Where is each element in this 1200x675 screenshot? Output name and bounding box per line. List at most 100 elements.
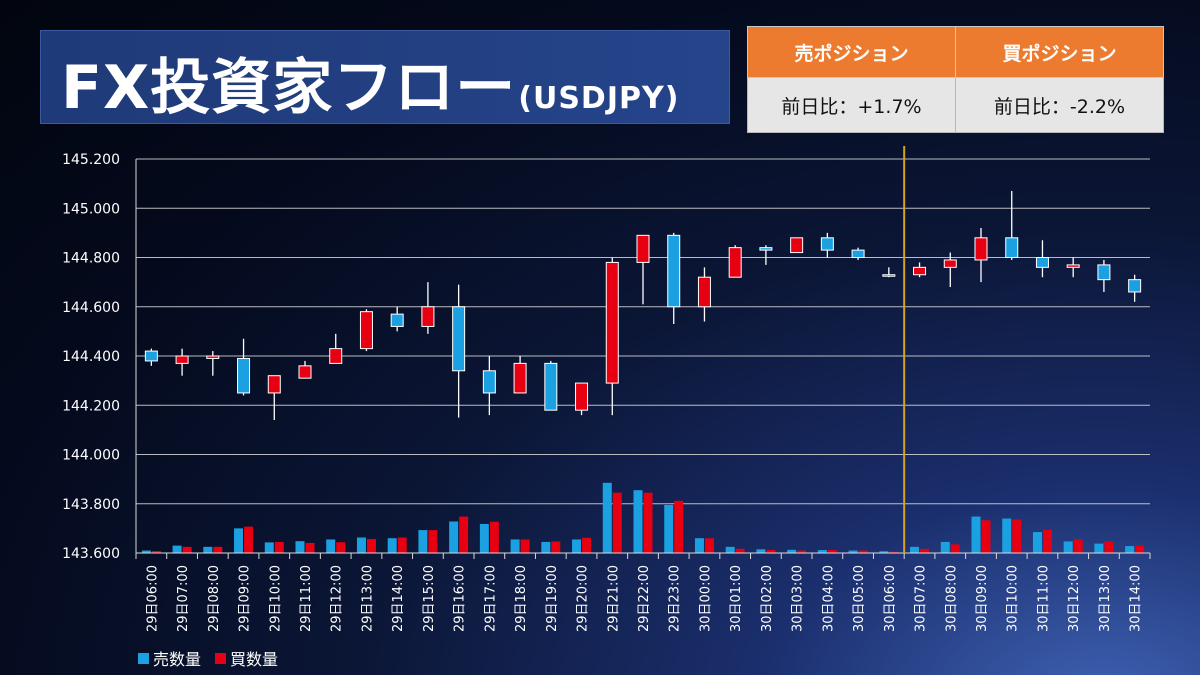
buy-volume-bar	[1104, 541, 1114, 553]
legend-item-sell: 売数量	[138, 646, 201, 670]
candle-body	[790, 237, 804, 254]
x-tick-label: 29日22:00	[637, 565, 652, 632]
candle-body	[390, 313, 404, 327]
buy-volume-bar	[735, 548, 745, 553]
sell-volume-bar	[725, 546, 735, 553]
candle-body	[359, 311, 373, 350]
legend-label-buy: 買数量	[230, 650, 279, 669]
buy-volume-bar	[766, 550, 776, 553]
x-tick-label: 30日10:00	[1006, 565, 1021, 632]
sell-position-change: 前日比：+1.7%	[747, 77, 956, 133]
sell-volume-bar	[541, 541, 551, 553]
x-tick-label: 30日14:00	[1129, 565, 1144, 632]
candle-body	[144, 350, 158, 362]
candle-body	[636, 234, 650, 263]
candle-body	[820, 237, 834, 251]
candle-body	[1066, 264, 1080, 268]
sell-volume-bar	[756, 549, 766, 553]
x-tick-label: 30日01:00	[729, 565, 744, 632]
title-banner: FX投資家フロー(USDJPY)	[40, 30, 730, 124]
y-tick-label: 144.000	[62, 448, 120, 464]
buy-volume-bar	[981, 520, 991, 553]
sell-volume-bar	[1094, 543, 1104, 553]
candle-body	[1035, 257, 1049, 268]
x-tick-label: 30日04:00	[821, 565, 836, 632]
buy-volume-bar	[520, 539, 530, 553]
x-tick-label: 29日23:00	[668, 565, 683, 632]
position-summary-table: 売ポジション 買ポジション 前日比：+1.7% 前日比：-2.2%	[747, 26, 1164, 133]
buy-volume-bar	[428, 530, 438, 553]
buy-volume-bar	[674, 500, 684, 553]
candle-body	[513, 362, 527, 394]
x-tick-label: 29日08:00	[207, 565, 222, 632]
sell-volume-bar	[141, 550, 151, 553]
sell-volume-bar	[326, 539, 336, 553]
sell-volume-bar	[910, 546, 920, 553]
candle-body	[667, 234, 681, 308]
x-tick-label: 29日18:00	[514, 565, 529, 632]
sell-volume-bar	[203, 546, 213, 553]
candle-body	[575, 382, 589, 411]
y-tick-label: 143.600	[62, 546, 120, 562]
x-tick-label: 29日11:00	[299, 565, 314, 632]
candle-body	[1005, 237, 1019, 259]
legend-label-sell: 売数量	[153, 650, 202, 669]
buy-volume-bar	[889, 551, 899, 553]
x-tick-label: 29日16:00	[453, 565, 468, 632]
x-tick-label: 29日19:00	[545, 565, 560, 632]
x-tick-label: 30日08:00	[944, 565, 959, 632]
candle-body	[851, 249, 865, 259]
y-tick-label: 144.800	[62, 251, 120, 267]
currency-pair-label: (USDJPY)	[518, 81, 680, 116]
sell-volume-bar	[172, 545, 182, 553]
buy-swatch-icon	[215, 652, 227, 664]
candle-body	[974, 237, 988, 261]
sell-volume-bar	[479, 523, 489, 553]
candle-body	[882, 274, 896, 277]
buy-volume-bar	[366, 538, 376, 553]
y-tick-label: 144.600	[62, 300, 120, 316]
x-tick-label: 30日06:00	[883, 565, 898, 632]
x-tick-label: 29日20:00	[576, 565, 591, 632]
buy-volume-bar	[244, 526, 254, 553]
x-tick-label: 29日21:00	[606, 565, 621, 632]
buy-volume-bar	[182, 546, 192, 553]
page-title: FX投資家フロー(USDJPY)	[61, 39, 679, 126]
sell-volume-bar	[418, 530, 428, 553]
buy-volume-bar	[459, 516, 469, 553]
buy-volume-bar	[489, 521, 499, 553]
x-tick-label: 30日09:00	[975, 565, 990, 632]
x-tick-label: 30日05:00	[852, 565, 867, 632]
candle-body	[482, 370, 496, 394]
buy-position-change: 前日比：-2.2%	[955, 77, 1164, 133]
buy-volume-bar	[336, 542, 346, 553]
x-tick-label: 29日14:00	[391, 565, 406, 632]
buy-volume-bar	[612, 492, 622, 553]
y-tick-label: 145.000	[62, 201, 120, 217]
buy-volume-bar	[551, 541, 561, 553]
buy-volume-bar	[950, 544, 960, 553]
sell-position-header: 売ポジション	[747, 26, 956, 78]
x-tick-label: 29日09:00	[238, 565, 253, 632]
sell-volume-bar	[1125, 546, 1135, 553]
y-tick-label: 144.400	[62, 349, 120, 365]
x-tick-label: 30日00:00	[698, 565, 713, 632]
buy-volume-bar	[213, 546, 223, 553]
buy-volume-bar	[1012, 519, 1022, 553]
x-tick-label: 29日15:00	[422, 565, 437, 632]
y-tick-label: 145.200	[62, 152, 120, 168]
sell-volume-bar	[295, 541, 305, 553]
buy-volume-bar	[274, 541, 284, 553]
buy-volume-bar	[397, 537, 407, 553]
buy-volume-bar	[151, 551, 161, 553]
sell-volume-bar	[602, 482, 612, 553]
y-tick-label: 143.800	[62, 497, 120, 513]
candle-body	[452, 306, 466, 372]
y-tick-label: 144.200	[62, 398, 120, 414]
chart-legend: 売数量 買数量	[138, 646, 278, 670]
sell-volume-bar	[1063, 541, 1073, 553]
buy-volume-bar	[305, 542, 315, 553]
title-text: FX投資家フロー	[61, 53, 517, 123]
buy-volume-bar	[920, 548, 930, 553]
